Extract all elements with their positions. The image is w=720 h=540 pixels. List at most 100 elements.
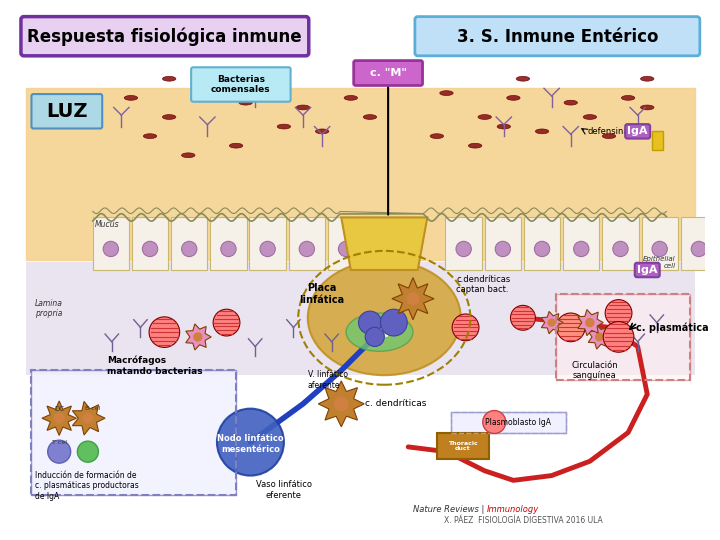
Circle shape — [606, 300, 632, 326]
Circle shape — [603, 322, 634, 352]
Circle shape — [365, 327, 384, 347]
Ellipse shape — [641, 105, 654, 110]
Text: c.dendríticas
captan bact.: c.dendríticas captan bact. — [456, 275, 510, 294]
Circle shape — [338, 241, 354, 256]
Ellipse shape — [478, 114, 491, 119]
Ellipse shape — [163, 114, 176, 119]
Text: B-cell
folicle: B-cell folicle — [370, 327, 389, 338]
Circle shape — [613, 241, 628, 256]
Circle shape — [557, 313, 585, 342]
Circle shape — [77, 441, 99, 462]
Bar — [446, 218, 482, 270]
Text: V. linfático
aferente: V. linfático aferente — [307, 370, 348, 390]
Ellipse shape — [277, 76, 291, 81]
Ellipse shape — [346, 313, 413, 352]
Circle shape — [213, 309, 240, 336]
Text: DC: DC — [54, 406, 64, 411]
Ellipse shape — [469, 143, 482, 148]
Text: IgA: IgA — [637, 265, 657, 275]
Text: LUZ: LUZ — [46, 102, 88, 121]
Circle shape — [194, 333, 202, 341]
Circle shape — [181, 241, 197, 256]
Circle shape — [300, 241, 315, 256]
Bar — [210, 218, 247, 270]
Bar — [289, 218, 325, 270]
Circle shape — [691, 241, 706, 256]
Circle shape — [652, 241, 667, 256]
Text: Thoracic
duct: Thoracic duct — [448, 441, 477, 451]
Text: Circulación
sanguínea: Circulación sanguínea — [572, 361, 618, 380]
Circle shape — [548, 319, 555, 326]
Circle shape — [380, 309, 408, 336]
Polygon shape — [73, 401, 105, 435]
Ellipse shape — [163, 76, 176, 81]
Circle shape — [335, 397, 348, 410]
Polygon shape — [578, 309, 603, 336]
Polygon shape — [541, 312, 563, 334]
Ellipse shape — [239, 100, 252, 105]
Circle shape — [48, 440, 71, 463]
Text: Inducción de formación de
c. plasmáticas productoras
de IgA: Inducción de formación de c. plasmáticas… — [35, 471, 139, 501]
Bar — [603, 218, 639, 270]
Ellipse shape — [143, 134, 157, 139]
Circle shape — [103, 241, 119, 256]
Bar — [30, 370, 236, 495]
Polygon shape — [186, 324, 211, 350]
Text: Immunology: Immunology — [487, 504, 539, 514]
Ellipse shape — [125, 96, 138, 100]
Bar — [30, 370, 236, 495]
Ellipse shape — [181, 153, 195, 158]
Circle shape — [495, 241, 510, 256]
Text: T cel: T cel — [52, 440, 67, 444]
Circle shape — [260, 241, 275, 256]
Polygon shape — [318, 381, 364, 427]
Circle shape — [83, 414, 93, 423]
Polygon shape — [42, 401, 76, 435]
Circle shape — [510, 306, 536, 330]
Text: Bacterias
comensales: Bacterias comensales — [211, 75, 271, 94]
Circle shape — [55, 414, 64, 423]
Ellipse shape — [440, 91, 453, 96]
Circle shape — [143, 241, 158, 256]
Bar — [563, 218, 600, 270]
Circle shape — [408, 293, 419, 305]
Text: Epithelial
cell: Epithelial cell — [643, 255, 676, 269]
Ellipse shape — [277, 124, 291, 129]
Bar — [451, 411, 566, 433]
Text: X. PÁEZ  FISIOLOGÍA DIGESTIVA 2016 ULA: X. PÁEZ FISIOLOGÍA DIGESTIVA 2016 ULA — [444, 516, 603, 525]
Ellipse shape — [621, 96, 635, 100]
Bar — [328, 218, 364, 270]
FancyBboxPatch shape — [21, 17, 309, 56]
Text: Vaso linfático
eferente: Vaso linfático eferente — [256, 480, 312, 500]
Ellipse shape — [230, 143, 243, 148]
Text: Lamina
propria: Lamina propria — [35, 299, 63, 318]
Text: c. dendríticas: c. dendríticas — [365, 400, 426, 408]
Circle shape — [217, 409, 284, 476]
Ellipse shape — [315, 129, 329, 134]
Bar — [652, 131, 664, 151]
Ellipse shape — [364, 114, 377, 119]
Circle shape — [534, 241, 549, 256]
Ellipse shape — [344, 96, 358, 100]
Text: c. "M": c. "M" — [369, 68, 407, 78]
Text: Macrófagos
matando bacterias: Macrófagos matando bacterias — [107, 356, 202, 375]
Bar — [93, 218, 129, 270]
Bar — [642, 218, 678, 270]
Text: Plasmoblasto IgA: Plasmoblasto IgA — [485, 417, 551, 427]
Bar — [132, 218, 168, 270]
Text: Respuesta fisiológica inmune: Respuesta fisiológica inmune — [27, 28, 302, 46]
Text: B cel: B cel — [85, 406, 100, 411]
Ellipse shape — [583, 114, 597, 119]
Polygon shape — [392, 278, 434, 320]
Circle shape — [586, 319, 594, 327]
Ellipse shape — [297, 105, 310, 110]
Text: IgA: IgA — [627, 126, 648, 137]
Text: 3. S. Inmune Entérico: 3. S. Inmune Entérico — [456, 28, 658, 46]
FancyBboxPatch shape — [415, 17, 700, 56]
Polygon shape — [341, 218, 428, 270]
Text: Placa
linfática: Placa linfática — [300, 283, 345, 305]
Text: Nodo linfático
mesentérico: Nodo linfático mesentérico — [217, 434, 284, 454]
Circle shape — [483, 410, 505, 434]
Ellipse shape — [641, 76, 654, 81]
Circle shape — [456, 241, 472, 256]
